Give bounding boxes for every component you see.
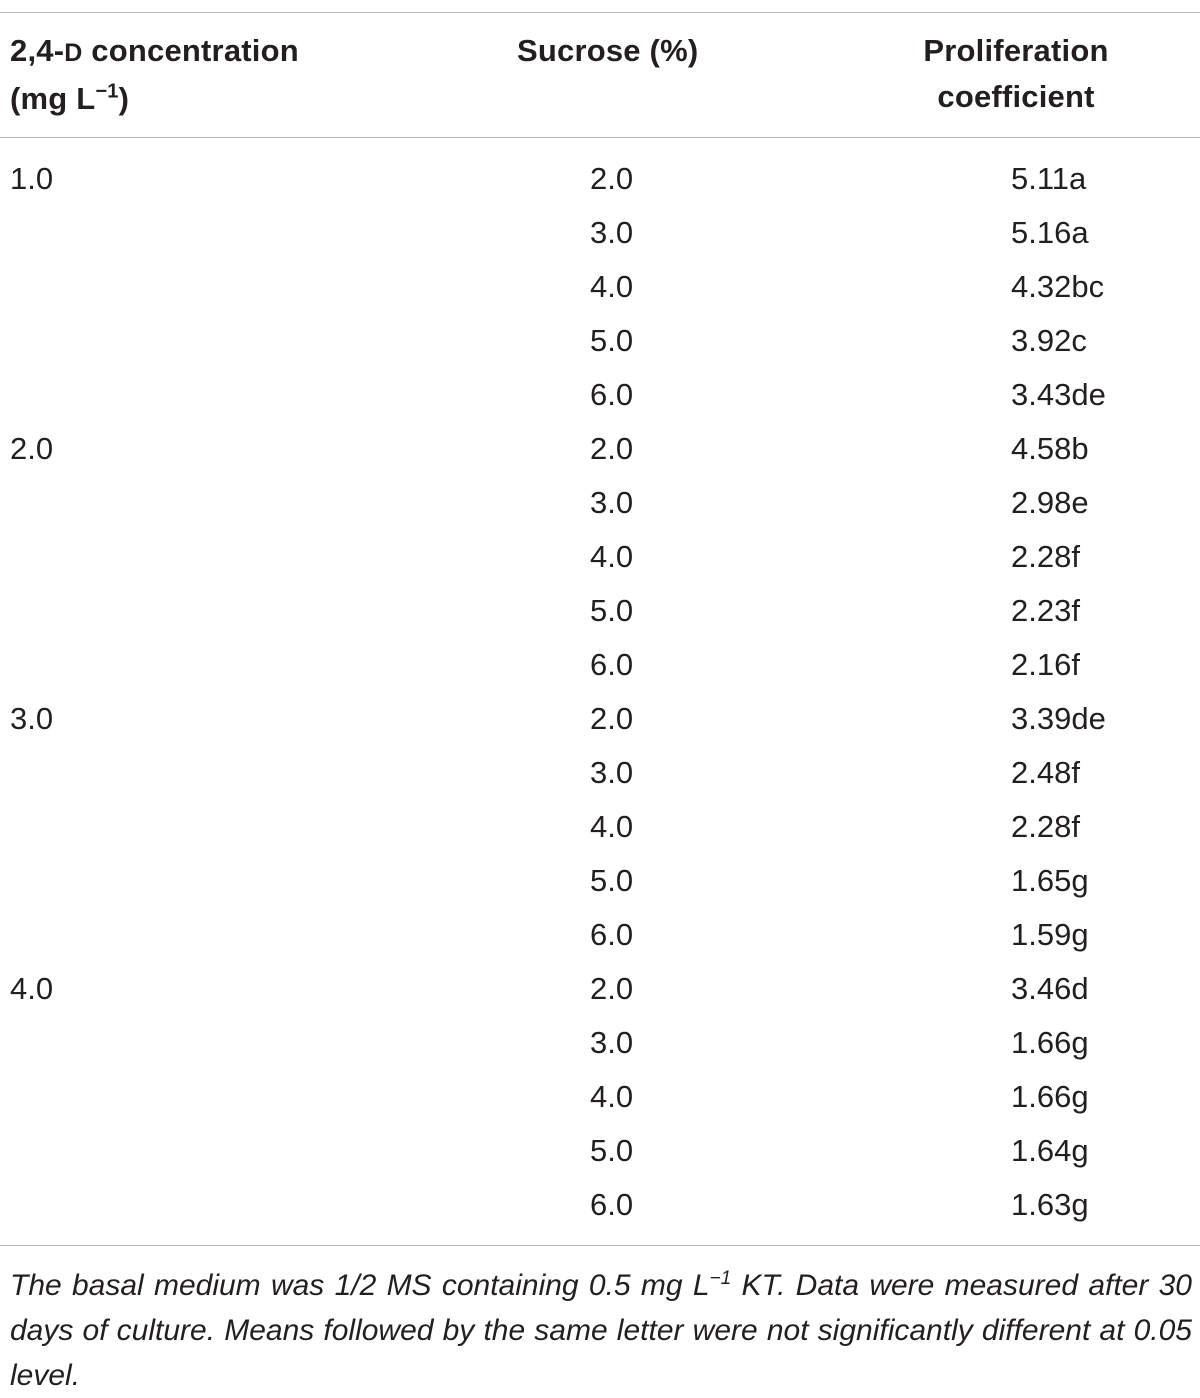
table-row: 4.0 4.32bc [0, 260, 1200, 314]
cell-proliferation-coefficient: 4.58b [1011, 431, 1089, 466]
cell-sucrose: 6.0 [590, 647, 634, 682]
cell-sucrose: 5.0 [590, 593, 634, 628]
table-row: 6.0 1.63g [0, 1178, 1200, 1232]
cell-sucrose: 6.0 [590, 1187, 634, 1222]
cell-sucrose: 3.0 [590, 485, 634, 520]
table-row: 4.0 2.0 3.46d [0, 962, 1200, 1016]
cell-sucrose: 5.0 [590, 863, 634, 898]
table-top-rule [0, 12, 1200, 13]
table-footnote: The basal medium was 1/2 MS containing 0… [10, 1268, 1192, 1392]
cell-proliferation-coefficient: 1.63g [1011, 1187, 1089, 1222]
cell-sucrose: 3.0 [590, 755, 634, 790]
table-row: 3.0 2.48f [0, 746, 1200, 800]
table-row: 5.0 1.64g [0, 1124, 1200, 1178]
cell-sucrose: 4.0 [590, 1079, 634, 1114]
table-row: 4.0 2.28f [0, 530, 1200, 584]
table-row: 2.0 2.0 4.58b [0, 422, 1200, 476]
cell-sucrose: 5.0 [590, 323, 634, 358]
cell-sucrose: 3.0 [590, 215, 634, 250]
cell-proliferation-coefficient: 2.16f [1011, 647, 1080, 682]
cell-proliferation-coefficient: 1.65g [1011, 863, 1089, 898]
cell-proliferation-coefficient: 3.46d [1011, 971, 1089, 1006]
cell-proliferation-coefficient: 3.43de [1011, 377, 1106, 412]
cell-proliferation-coefficient: 1.59g [1011, 917, 1089, 952]
cell-concentration: 1.0 [10, 161, 54, 196]
table-row: 6.0 3.43de [0, 368, 1200, 422]
header-bottom-rule [0, 137, 1200, 138]
cell-concentration: 2.0 [10, 431, 54, 466]
table-row: 3.0 2.0 3.39de [0, 692, 1200, 746]
table-row: 5.0 2.23f [0, 584, 1200, 638]
table-row: 4.0 1.66g [0, 1070, 1200, 1124]
cell-proliferation-coefficient: 1.64g [1011, 1133, 1089, 1168]
cell-proliferation-coefficient: 2.28f [1011, 809, 1080, 844]
table-row: 6.0 1.59g [0, 908, 1200, 962]
cell-sucrose: 2.0 [590, 701, 634, 736]
cell-sucrose: 5.0 [590, 1133, 634, 1168]
cell-proliferation-coefficient: 3.92c [1011, 323, 1087, 358]
cell-concentration: 3.0 [10, 701, 54, 736]
cell-proliferation-coefficient: 2.98e [1011, 485, 1089, 520]
table-row: 3.0 5.16a [0, 206, 1200, 260]
cell-sucrose: 2.0 [590, 431, 634, 466]
cell-proliferation-coefficient: 5.11a [1011, 161, 1087, 196]
cell-proliferation-coefficient: 5.16a [1011, 215, 1089, 250]
table-row: 4.0 2.28f [0, 800, 1200, 854]
table-row: 6.0 2.16f [0, 638, 1200, 692]
cell-sucrose: 4.0 [590, 809, 634, 844]
cell-proliferation-coefficient: 3.39de [1011, 701, 1106, 736]
cell-proliferation-coefficient: 1.66g [1011, 1079, 1089, 1114]
table-row: 3.0 2.98e [0, 476, 1200, 530]
cell-sucrose: 3.0 [590, 1025, 634, 1060]
cell-sucrose: 4.0 [590, 539, 634, 574]
cell-sucrose: 6.0 [590, 377, 634, 412]
cell-sucrose: 4.0 [590, 269, 634, 304]
cell-proliferation-coefficient: 1.66g [1011, 1025, 1089, 1060]
cell-concentration: 4.0 [10, 971, 54, 1006]
cell-sucrose: 6.0 [590, 917, 634, 952]
header-proliferation-coefficient: Proliferation coefficient [923, 33, 1109, 114]
header-sucrose: Sucrose (%) [517, 33, 699, 68]
table-row: 1.0 2.0 5.11a [0, 152, 1200, 206]
header-2-4-d-concentration: 2,4-D concentration (mg L−1) [10, 28, 299, 122]
cell-sucrose: 2.0 [590, 971, 634, 1006]
table-row: 5.0 1.65g [0, 854, 1200, 908]
table-row: 3.0 1.66g [0, 1016, 1200, 1070]
header-col1-line2: (mg L−1) [10, 80, 130, 116]
cell-proliferation-coefficient: 2.48f [1011, 755, 1080, 790]
table-bottom-rule [0, 1245, 1200, 1246]
cell-proliferation-coefficient: 2.23f [1011, 593, 1080, 628]
header-col1-line1: 2,4-D concentration [10, 33, 299, 68]
cell-proliferation-coefficient: 2.28f [1011, 539, 1080, 574]
table-row: 5.0 3.92c [0, 314, 1200, 368]
cell-sucrose: 2.0 [590, 161, 634, 196]
cell-proliferation-coefficient: 4.32bc [1011, 269, 1105, 304]
